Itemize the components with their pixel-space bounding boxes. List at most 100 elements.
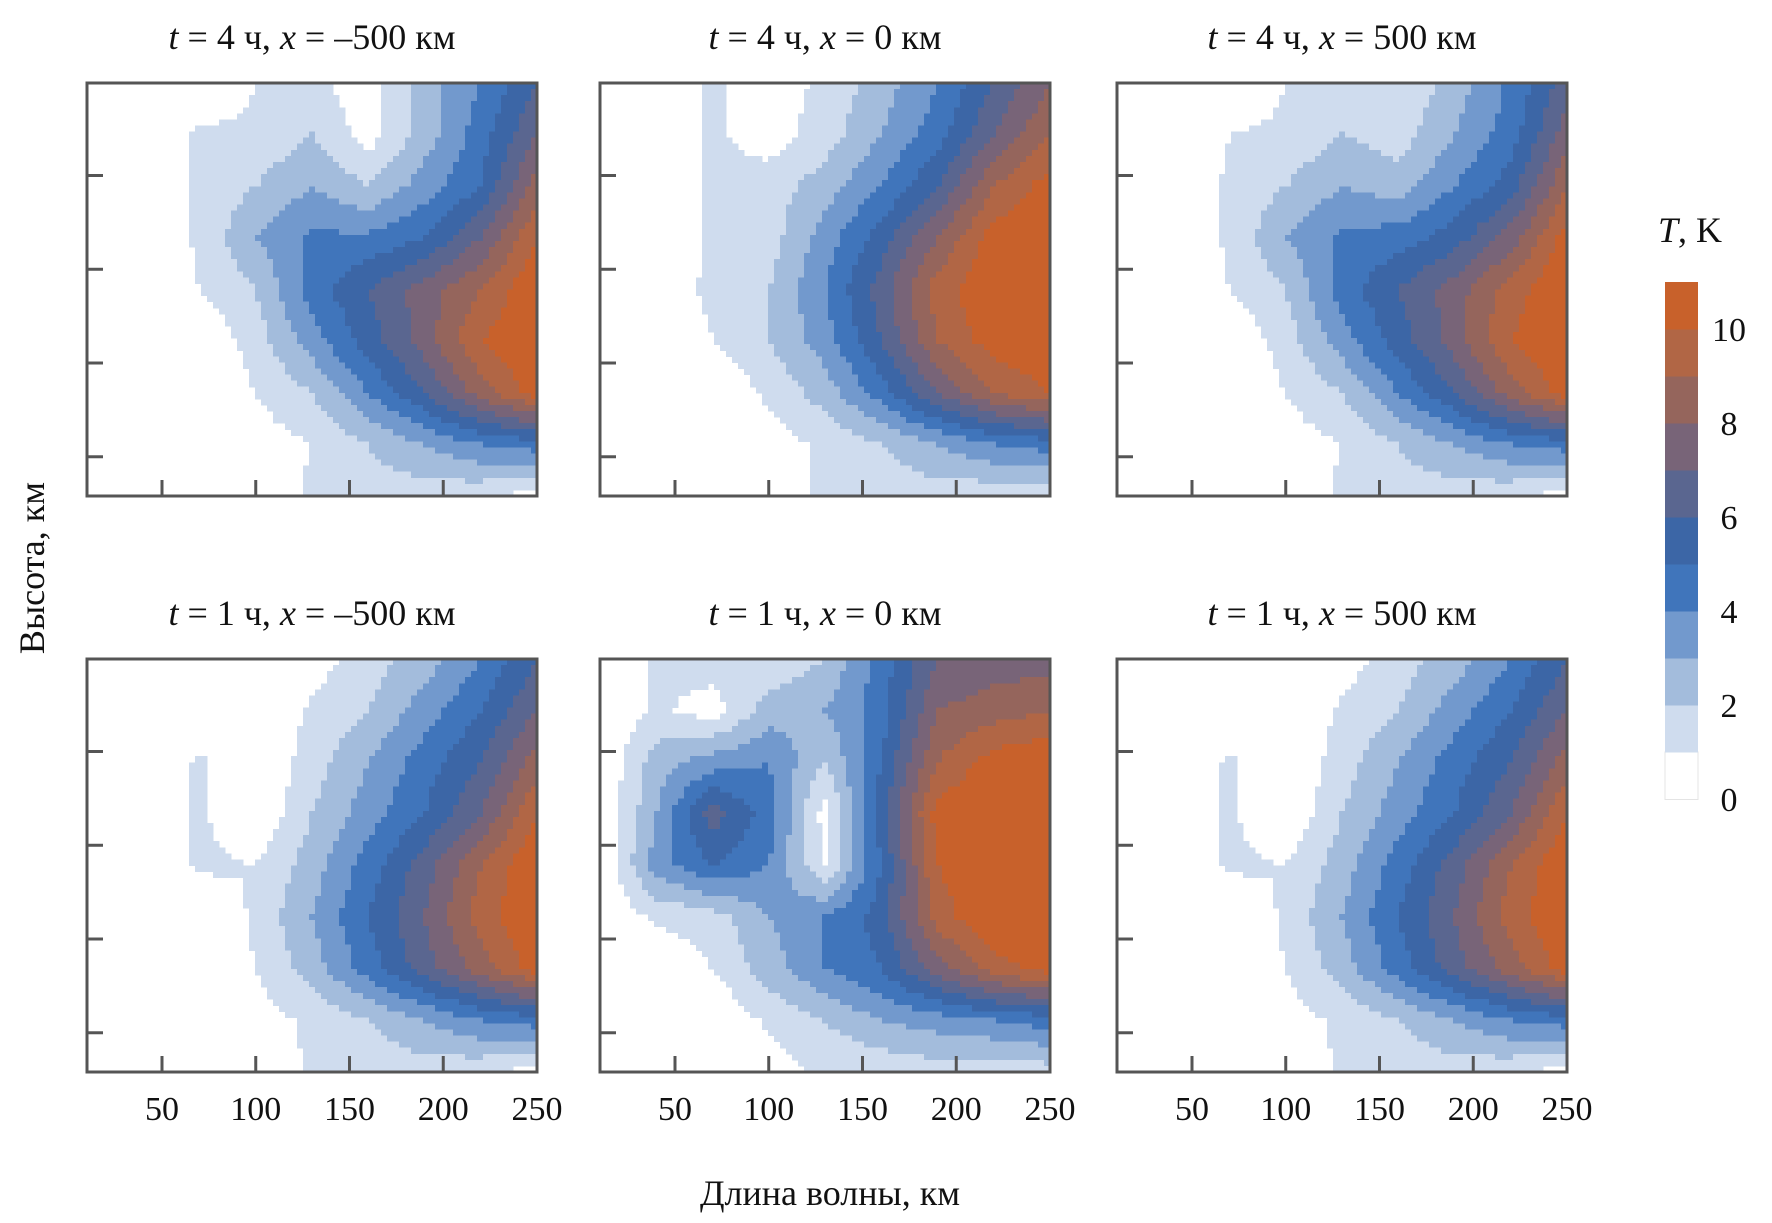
contour-cell xyxy=(423,125,430,133)
contour-cell xyxy=(399,423,406,430)
contour-cell xyxy=(417,404,424,412)
contour-cell xyxy=(519,417,526,424)
contour-cell xyxy=(1002,95,1009,102)
contour-cell xyxy=(411,83,418,90)
contour-cell xyxy=(918,198,925,206)
contour-cell xyxy=(465,192,472,199)
contour-cell xyxy=(840,155,847,163)
contour-cell xyxy=(960,222,967,230)
contour-cell xyxy=(333,174,340,181)
contour-cell xyxy=(1032,174,1039,181)
contour-cell xyxy=(1044,131,1051,139)
contour-cell xyxy=(900,168,907,175)
contour-cell xyxy=(369,417,376,424)
contour-cell xyxy=(996,95,1003,102)
contour-cell xyxy=(285,216,292,224)
contour-cell xyxy=(339,283,346,291)
contour-cell xyxy=(411,404,418,412)
contour-cell xyxy=(447,277,454,285)
contour-cell xyxy=(477,253,484,260)
contour-cell xyxy=(279,168,286,175)
contour-cell xyxy=(381,265,388,272)
contour-cell xyxy=(417,174,424,181)
contour-cell xyxy=(960,149,967,157)
contour-cell xyxy=(255,107,262,114)
contour-cell xyxy=(471,228,478,236)
contour-cell xyxy=(966,228,973,236)
contour-cell xyxy=(393,168,400,175)
contour-cell xyxy=(405,101,412,108)
contour-cell xyxy=(870,155,877,163)
contour-cell xyxy=(255,234,262,242)
contour-cell xyxy=(846,246,853,254)
contour-cell xyxy=(321,362,328,370)
contour-cell xyxy=(345,356,352,363)
contour-cell xyxy=(1038,119,1045,127)
contour-cell xyxy=(447,131,454,139)
contour-cell xyxy=(327,386,334,394)
contour-cell xyxy=(357,143,364,151)
contour-cell xyxy=(459,453,466,461)
contour-cell xyxy=(315,332,322,339)
contour-cell xyxy=(1002,204,1009,212)
contour-cell xyxy=(936,253,943,260)
contour-cell xyxy=(447,192,454,199)
contour-cell xyxy=(429,307,436,315)
contour-cell xyxy=(948,259,955,266)
contour-cell xyxy=(804,240,811,248)
contour-cell xyxy=(225,319,232,327)
contour-cell xyxy=(894,234,901,242)
contour-cell xyxy=(708,259,715,266)
contour-cell xyxy=(249,228,256,236)
contour-cell xyxy=(273,271,280,278)
contour-cell xyxy=(489,338,496,345)
contour-cell xyxy=(369,386,376,394)
contour-cell xyxy=(345,277,352,285)
contour-cell xyxy=(303,307,310,315)
contour-cell xyxy=(846,113,853,121)
contour-cell xyxy=(387,259,394,266)
contour-cell xyxy=(237,216,244,224)
contour-cell xyxy=(816,228,823,236)
contour-cell xyxy=(375,477,382,485)
contour-cell xyxy=(339,155,346,163)
contour-cell xyxy=(834,240,841,248)
contour-cell xyxy=(972,149,979,157)
contour-cell xyxy=(273,180,280,187)
contour-cell xyxy=(405,338,412,345)
contour-cell xyxy=(195,246,202,254)
contour-cell xyxy=(249,246,256,254)
contour-cell xyxy=(423,210,430,218)
contour-cell xyxy=(405,253,412,260)
contour-cell xyxy=(429,119,436,127)
contour-cell xyxy=(429,332,436,339)
contour-cell xyxy=(816,168,823,175)
contour-cell xyxy=(531,119,538,127)
contour-cell xyxy=(828,113,835,121)
contour-cell xyxy=(225,216,232,224)
contour-cell xyxy=(393,483,400,491)
contour-cell xyxy=(297,246,304,254)
contour-cell xyxy=(822,253,829,260)
contour-cell xyxy=(465,113,472,121)
contour-cell xyxy=(267,253,274,260)
contour-cell xyxy=(828,228,835,236)
contour-cell xyxy=(780,192,787,199)
contour-cell xyxy=(1020,186,1027,193)
contour-cell xyxy=(399,344,406,351)
contour-cell xyxy=(483,198,490,206)
contour-cell xyxy=(435,332,442,339)
contour-cell xyxy=(435,447,442,455)
contour-cell xyxy=(261,234,268,242)
contour-cell xyxy=(393,356,400,363)
contour-cell xyxy=(822,137,829,145)
contour-cell xyxy=(810,174,817,181)
contour-cell xyxy=(399,216,406,224)
contour-cell xyxy=(513,429,520,436)
contour-cell xyxy=(375,313,382,321)
contour-cell xyxy=(732,253,739,260)
contour-cell xyxy=(708,246,715,254)
contour-cell xyxy=(315,380,322,388)
contour-cell xyxy=(423,234,430,242)
